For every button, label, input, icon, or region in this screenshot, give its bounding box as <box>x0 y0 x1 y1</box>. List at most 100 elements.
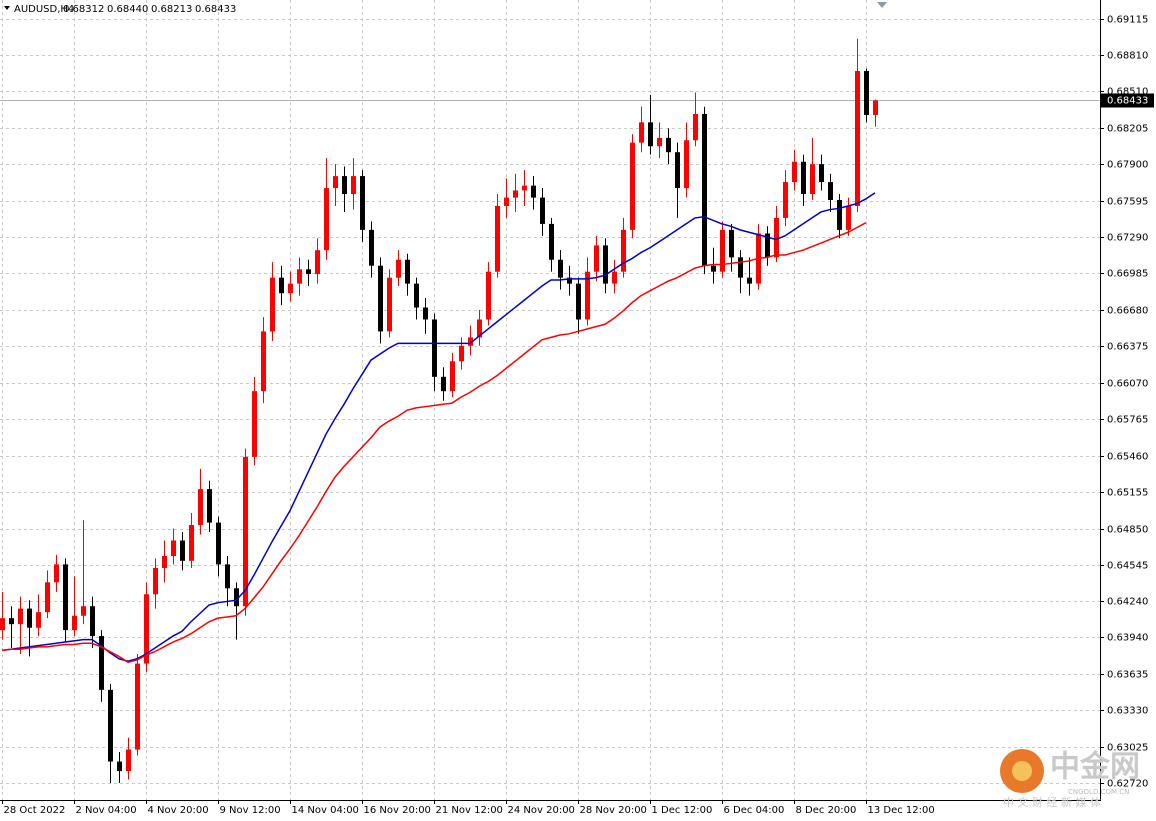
y-tick-label: 0.65460 <box>1107 452 1148 463</box>
candle-body <box>693 113 698 141</box>
candle-body <box>0 618 5 631</box>
candle-body <box>324 188 329 251</box>
candle-body <box>585 271 590 320</box>
x-tick-label: 16 Nov 20:00 <box>364 805 431 816</box>
candle-body <box>387 277 392 332</box>
header-open: 0.68312 <box>63 4 104 15</box>
x-tick-label: 8 Dec 20:00 <box>796 805 857 816</box>
y-tick-label: 0.63330 <box>1107 706 1148 717</box>
candle-body <box>54 564 59 583</box>
y-tick-label: 0.66680 <box>1107 306 1148 317</box>
candle-body <box>567 277 572 284</box>
candle-body <box>558 259 563 278</box>
y-tick-label: 0.67290 <box>1107 233 1148 244</box>
candle-body <box>513 190 518 198</box>
grid-layer <box>0 0 1100 800</box>
candle-body <box>594 245 599 272</box>
candle-body <box>828 182 833 200</box>
candle-body <box>819 164 824 183</box>
candle-body <box>783 182 788 218</box>
candle-body <box>378 265 383 332</box>
y-tick-label: 0.67900 <box>1107 160 1148 171</box>
x-tick-label: 9 Nov 12:00 <box>220 805 281 816</box>
moving-average-line <box>1 222 867 664</box>
candle-body <box>18 608 23 625</box>
candle-body <box>729 229 734 258</box>
candle-body <box>315 250 320 275</box>
candle-body <box>423 307 428 320</box>
x-tick-label: 4 Nov 20:00 <box>148 805 209 816</box>
candle-body <box>432 319 437 377</box>
candle-body <box>27 608 32 628</box>
candle-body <box>468 337 473 346</box>
candle-body <box>126 749 131 772</box>
candle-body <box>171 540 176 557</box>
candle-body <box>252 391 257 457</box>
y-tick-label: 0.66070 <box>1107 379 1148 390</box>
candle-body <box>873 100 878 115</box>
candle-body <box>801 161 806 195</box>
candle-body <box>405 259 410 284</box>
candle-body <box>657 137 662 147</box>
candle-body <box>261 331 266 392</box>
current-price-label: 0.68433 <box>1107 96 1148 107</box>
candle-body <box>486 271 491 320</box>
candle-body <box>837 200 842 230</box>
candle-body <box>342 176 347 195</box>
y-tick-label: 0.64545 <box>1107 561 1148 572</box>
symbol-title: AUDUSD,H4 <box>14 4 74 15</box>
y-tick-label: 0.63940 <box>1107 633 1148 644</box>
candle-body <box>441 376 446 392</box>
x-tick-label: 1 Dec 12:00 <box>652 805 713 816</box>
candle-body <box>846 205 851 230</box>
watermark-subtitle: 中 文 财 经 新 媒 体 <box>1003 795 1101 809</box>
candle-body <box>81 606 86 616</box>
y-tick-label: 0.63635 <box>1107 670 1148 681</box>
candle-body <box>72 615 77 631</box>
x-tick-label: 13 Dec 12:00 <box>868 805 935 816</box>
candle-body <box>522 185 527 191</box>
candle-body <box>99 636 104 690</box>
y-tick-label: 0.68810 <box>1107 51 1148 62</box>
y-tick-label: 0.69115 <box>1107 15 1148 26</box>
y-tick-label: 0.64850 <box>1107 525 1148 536</box>
candle-body <box>207 489 212 523</box>
candle-body <box>648 122 653 147</box>
candle-body <box>414 283 419 308</box>
candle-body <box>153 567 158 595</box>
candle-body <box>162 556 167 568</box>
y-tick-label: 0.68205 <box>1107 124 1148 135</box>
candle-body <box>864 70 869 115</box>
candle-body <box>189 524 194 561</box>
candle-body <box>243 456 248 607</box>
y-tick-label: 0.63025 <box>1107 743 1148 754</box>
candle-body <box>180 540 185 561</box>
candle-body <box>108 689 113 762</box>
candle-body <box>576 283 581 320</box>
candle-body <box>63 564 68 631</box>
candle-body <box>144 594 149 664</box>
watermark-logo-inner <box>1012 761 1032 781</box>
candle-body <box>477 319 482 338</box>
candle-body <box>621 229 626 272</box>
candle-body <box>117 761 122 772</box>
watermark-title: 中金网 <box>1050 750 1140 785</box>
candle-body <box>297 269 302 284</box>
candle-body <box>279 277 284 294</box>
candle-body <box>495 205 500 272</box>
shift-marker <box>877 2 887 8</box>
candle-body <box>216 522 221 565</box>
candle-body <box>630 142 635 230</box>
candle-body <box>684 140 689 189</box>
candle-body <box>531 185 536 198</box>
candle-body <box>855 70 860 206</box>
x-tick-label: 2 Nov 04:00 <box>76 805 137 816</box>
candle-body <box>765 233 770 258</box>
candle-body <box>450 361 455 392</box>
candle-body <box>738 257 743 278</box>
candle-body <box>720 229 725 272</box>
candle-body <box>459 345 464 362</box>
candle-body <box>360 176 365 230</box>
candle-body <box>549 223 554 260</box>
